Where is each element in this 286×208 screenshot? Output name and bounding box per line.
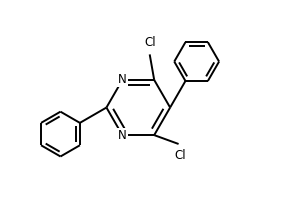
Text: Cl: Cl <box>144 36 156 49</box>
Text: N: N <box>118 129 127 142</box>
Text: Cl: Cl <box>174 149 186 162</box>
Text: N: N <box>118 73 127 87</box>
